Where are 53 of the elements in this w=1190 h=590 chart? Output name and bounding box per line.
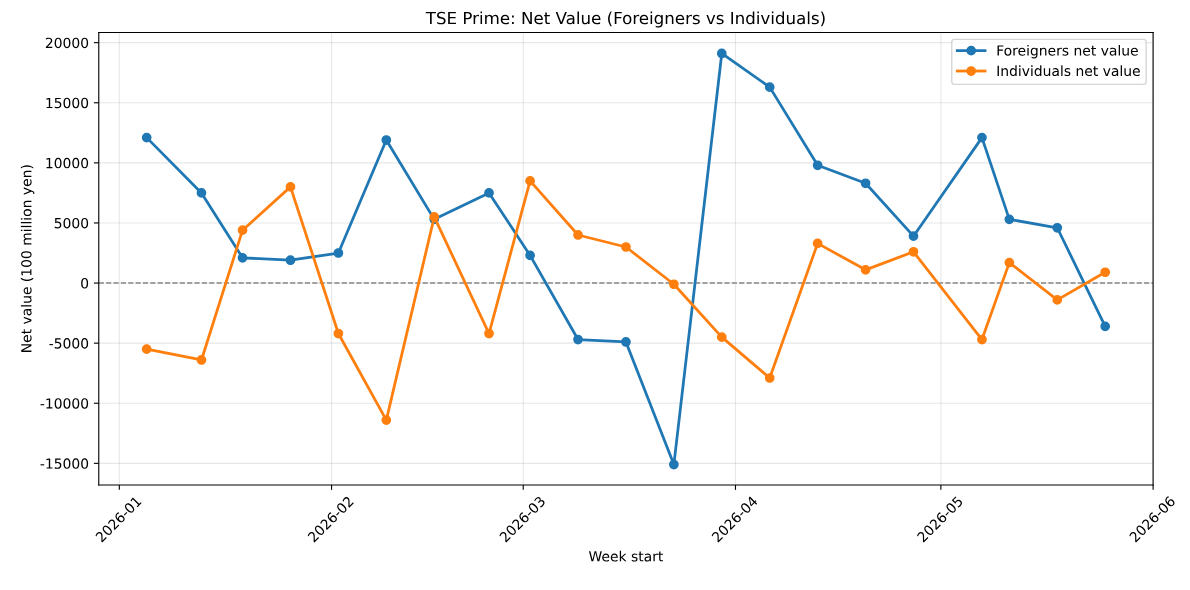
point — [764, 82, 775, 92]
y-tick-label: -5000 — [49, 338, 89, 349]
point — [764, 373, 775, 383]
point — [621, 242, 631, 252]
point — [1100, 267, 1111, 278]
point — [141, 344, 152, 355]
x-axis-title: Week start — [589, 550, 664, 562]
point — [977, 334, 987, 345]
point — [1052, 295, 1063, 305]
point — [333, 328, 344, 339]
point — [381, 135, 392, 145]
y-tick-label: 20000 — [45, 37, 89, 49]
point — [1004, 214, 1015, 225]
point — [381, 415, 392, 425]
y-tick-label: 5000 — [54, 217, 89, 229]
y-axis-title: Net value (100 million yen) — [20, 165, 35, 352]
point — [196, 188, 207, 198]
y-tick-label: 15000 — [46, 97, 89, 109]
point — [141, 132, 152, 143]
chart-title: TSE Prime: Net Value (Foreigners vs Individuals) — [425, 11, 825, 28]
y-tick-label: 10000 — [46, 157, 89, 169]
point — [1100, 321, 1111, 332]
legend-label: Individuals net value — [997, 65, 1140, 77]
point — [621, 337, 631, 347]
point — [860, 264, 871, 275]
point — [573, 334, 583, 345]
legend-label: Foreigners net value — [997, 44, 1138, 59]
y-tick-label: -15000 — [40, 458, 89, 469]
y-tick-label: -10000 — [40, 398, 89, 409]
point — [716, 48, 727, 59]
point — [716, 332, 727, 343]
point — [285, 255, 296, 266]
point — [237, 225, 248, 236]
point — [196, 355, 207, 365]
point — [525, 176, 535, 186]
point — [573, 230, 583, 240]
point — [977, 132, 987, 143]
point — [1004, 257, 1015, 268]
point — [525, 250, 535, 261]
point — [484, 328, 494, 339]
point — [908, 246, 919, 257]
point — [484, 188, 494, 198]
point — [812, 160, 823, 171]
point — [1052, 222, 1063, 233]
point — [669, 279, 679, 290]
point — [669, 459, 679, 470]
point — [237, 252, 248, 263]
point — [812, 238, 823, 249]
point — [285, 182, 296, 192]
point — [908, 231, 919, 242]
point — [333, 248, 344, 258]
point — [860, 178, 871, 189]
y-tick-label: 0 — [81, 278, 89, 289]
